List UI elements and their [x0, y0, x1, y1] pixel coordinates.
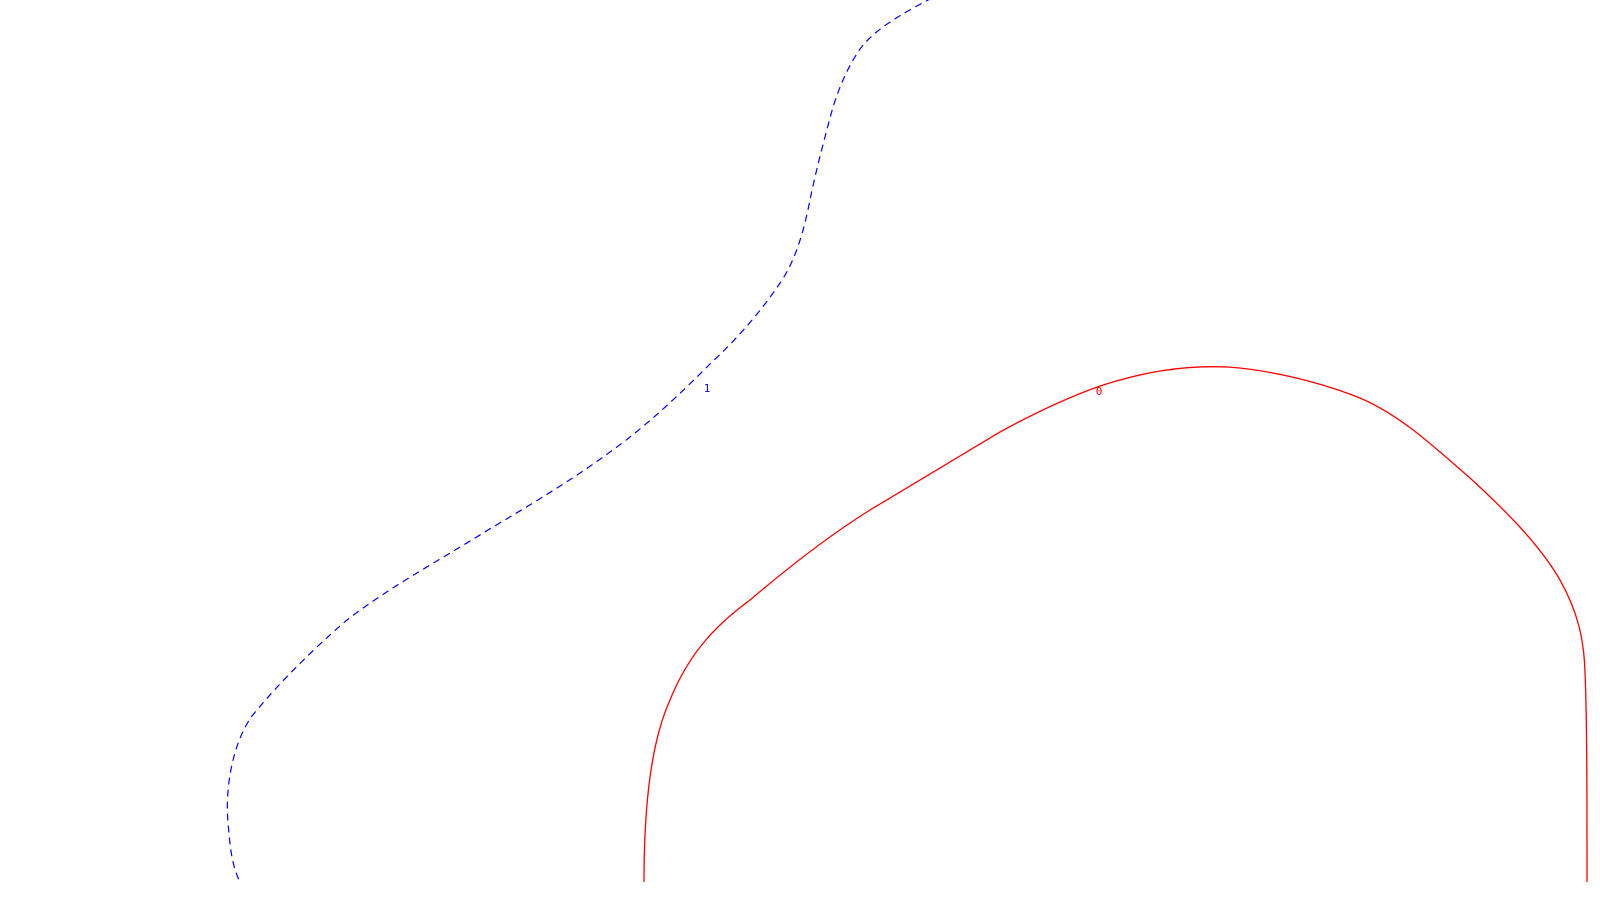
contour-line-0 [643, 366, 1588, 883]
contour-label-1: 1 [704, 382, 711, 395]
contour-line-1 [226, 0, 930, 883]
contour-label-0: 0 [1096, 385, 1103, 398]
